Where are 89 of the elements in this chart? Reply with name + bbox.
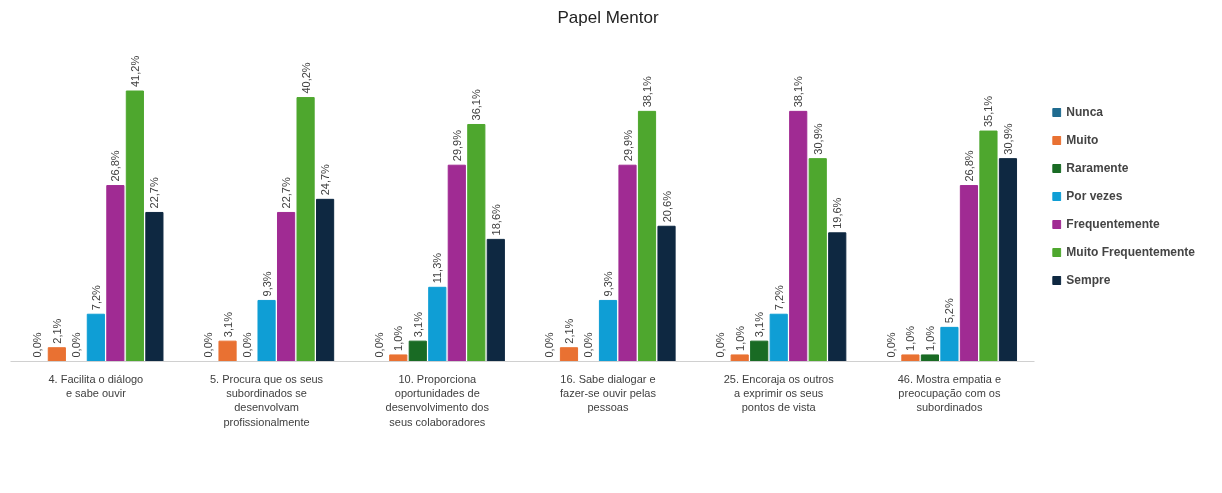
data-label: 22,7% <box>148 177 161 209</box>
data-label: 3,1% <box>411 311 424 338</box>
data-label: 0,0% <box>202 332 215 358</box>
data-label: 1,0% <box>392 325 405 351</box>
data-label: 38,1% <box>792 75 805 108</box>
data-label: 0,0% <box>372 332 385 358</box>
x-tick-label: 5. Procura que os seus subordinados se desenvolvam profissionalmente <box>210 372 324 428</box>
data-label: 29,9% <box>450 129 463 162</box>
legend-label: Por vezes <box>1066 189 1123 203</box>
bar <box>467 123 486 362</box>
bar <box>769 313 788 362</box>
bar <box>257 299 276 362</box>
legend-label: Nunca <box>1066 105 1104 119</box>
legend-label: Sempre <box>1066 273 1111 287</box>
data-label: 30,9% <box>1001 123 1014 155</box>
data-label: 1,0% <box>904 325 917 351</box>
bar <box>86 313 105 362</box>
data-label: 3,1% <box>221 311 234 338</box>
x-tick-label: 4. Facilita o diálogo e sabe ouvir <box>48 372 144 399</box>
bar <box>389 354 408 362</box>
bar <box>316 198 335 362</box>
bar <box>486 238 505 362</box>
data-label: 41,2% <box>128 55 141 88</box>
bar <box>750 340 769 362</box>
data-label: 2,1% <box>50 318 63 344</box>
data-label: 35,1% <box>982 95 995 128</box>
data-label: 3,1% <box>753 311 766 338</box>
legend-label: Muito Frequentemente <box>1066 245 1195 259</box>
bar <box>47 347 66 362</box>
x-tick-label: 46. Mostra empatia e preocupação com os subordinados <box>897 372 1002 414</box>
data-label: 0,0% <box>884 332 897 358</box>
bar <box>447 164 466 362</box>
legend-label: Frequentemente <box>1066 217 1160 231</box>
bar <box>730 354 749 362</box>
data-label: 36,1% <box>470 89 483 121</box>
bar <box>618 164 637 362</box>
data-label: 19,6% <box>831 197 844 229</box>
bar <box>979 130 998 362</box>
bar <box>598 299 618 362</box>
data-label: 26,8% <box>109 150 122 182</box>
data-label: 5,2% <box>943 298 956 324</box>
data-label: 0,0% <box>714 332 727 358</box>
x-tick-label: 16. Sabe dialogar e fazer-se ouvir pelas pessoas <box>560 372 657 414</box>
data-label: 38,1% <box>641 75 654 108</box>
data-label: 18,6% <box>489 203 502 236</box>
bar <box>828 232 847 362</box>
data-label: 26,8% <box>962 150 975 182</box>
data-label: 0,0% <box>31 332 44 358</box>
data-label: 29,9% <box>621 129 634 162</box>
data-label: 7,2% <box>89 284 102 311</box>
data-label: 2,1% <box>562 318 575 344</box>
bar <box>789 110 808 362</box>
bar <box>428 286 447 362</box>
bar <box>959 185 979 362</box>
data-label: 0,0% <box>543 332 556 358</box>
data-label: 0,0% <box>241 332 254 358</box>
legend-label: Muito <box>1066 133 1099 147</box>
x-tick-label: 10. Proporciona oportunidades de desenvolvimento dos seus colaboradores <box>385 372 490 428</box>
legend-label: Raramente <box>1066 161 1129 175</box>
bar <box>125 90 144 362</box>
data-label: 22,7% <box>280 177 293 209</box>
bar <box>637 110 657 362</box>
data-label: 9,3% <box>602 271 614 297</box>
bar <box>559 347 579 362</box>
bar <box>998 158 1018 362</box>
bar <box>657 225 676 362</box>
data-label: 24,7% <box>319 163 332 196</box>
bar <box>106 185 125 362</box>
data-label: 30,9% <box>811 123 824 155</box>
bar <box>920 354 939 362</box>
chart-title: Papel Mentor <box>557 7 659 27</box>
data-label: 9,3% <box>260 271 273 297</box>
bar <box>808 158 827 362</box>
bar <box>296 97 315 362</box>
bar <box>218 340 237 362</box>
data-label: 0,0% <box>582 332 595 358</box>
data-label: 11,3% <box>431 252 444 284</box>
data-label: 1,0% <box>733 325 746 351</box>
data-label: 40,2% <box>299 62 312 94</box>
data-label: 0,0% <box>70 332 83 358</box>
data-label: 7,2% <box>772 284 785 311</box>
data-label: 1,0% <box>923 325 936 351</box>
x-tick-label: 25. Encoraja os outros a exprimir os seus pontos de vista <box>723 372 835 414</box>
bar <box>901 354 920 362</box>
bar <box>940 326 959 362</box>
bar <box>408 340 427 362</box>
bar <box>277 211 296 362</box>
bar <box>145 211 164 362</box>
data-label: 20,6% <box>660 190 673 223</box>
